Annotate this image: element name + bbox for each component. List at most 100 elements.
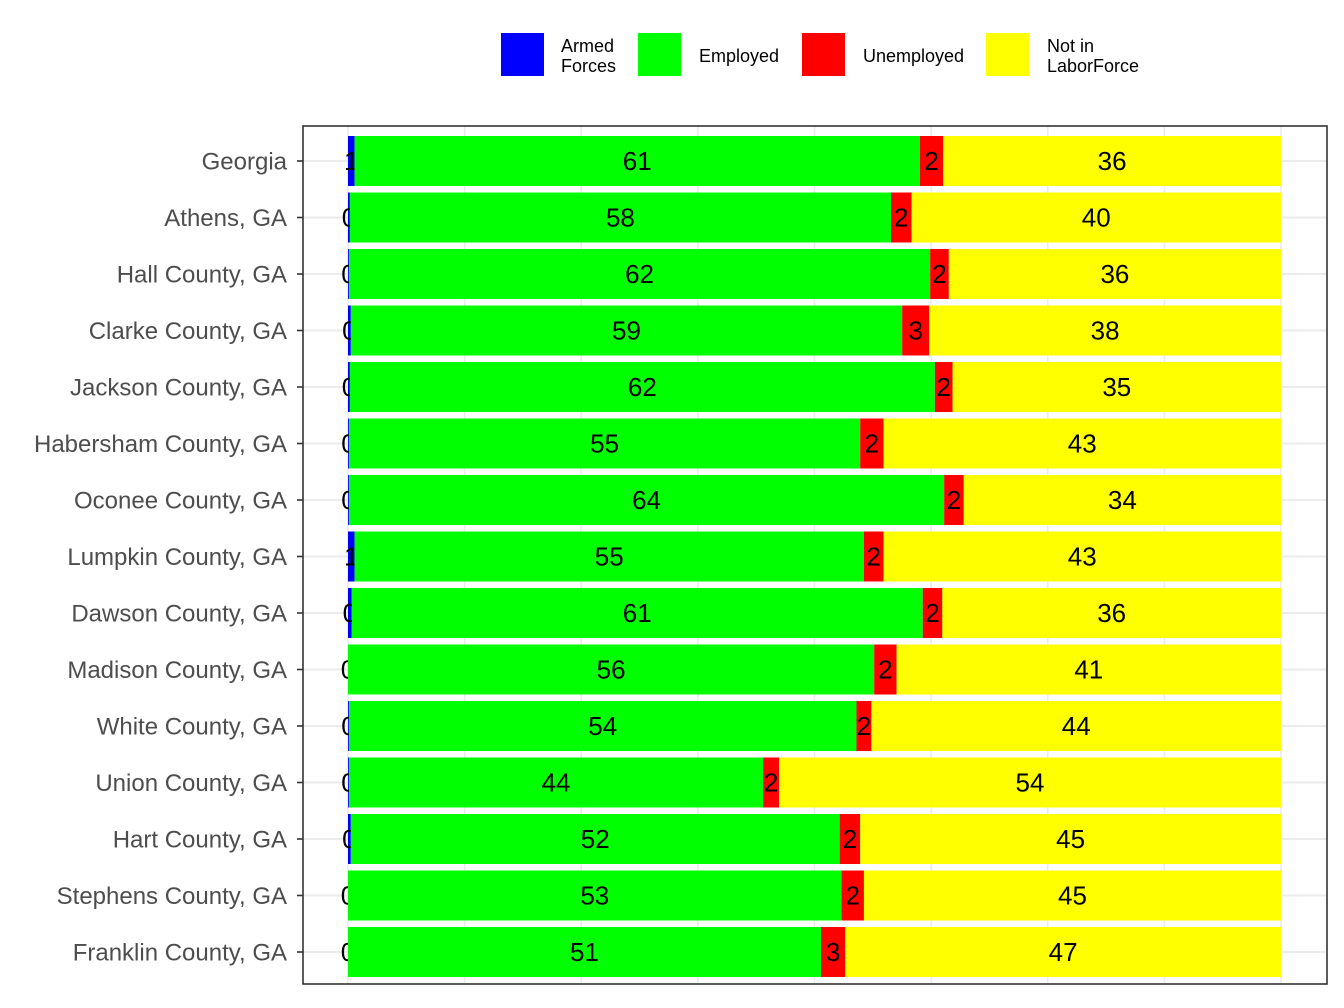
bar-row-dawson-county-ga: 0 61 2 36 bbox=[343, 588, 1281, 638]
legend-key-not-in-laborforce bbox=[986, 33, 1029, 76]
legend-label: Not in LaborForce bbox=[1047, 36, 1139, 76]
data-label-employed: 55 bbox=[590, 429, 619, 459]
bar-segment-unemployed bbox=[821, 927, 846, 977]
data-label-employed: 55 bbox=[595, 542, 624, 572]
bars: 1 61 2 360 58 2 400 62 2 360 59 3 380 62 2 350 55 2 430 64 2… bbox=[341, 136, 1281, 977]
data-label-not-in-laborforce: 45 bbox=[1058, 881, 1087, 911]
legend-label-line: Armed bbox=[561, 36, 614, 56]
bar-segment-armed-forces bbox=[348, 136, 355, 186]
y-tick-label: Hart County, GA bbox=[113, 827, 287, 854]
bar-segment-unemployed bbox=[839, 814, 861, 864]
data-label-employed: 62 bbox=[625, 259, 654, 289]
bar-segment-not-in-laborforce bbox=[860, 814, 1281, 864]
bar-row-habersham-county-ga: 0 55 2 43 bbox=[341, 418, 1281, 469]
legend-key-employed bbox=[638, 33, 681, 76]
bar-row-franklin-county-ga: 051347 bbox=[341, 927, 1281, 977]
legend-label-line: Not in bbox=[1047, 36, 1094, 56]
bar-segment-armed-forces bbox=[348, 531, 355, 582]
bar-segment-unemployed bbox=[930, 249, 949, 299]
legend-item-unemployed: Unemployed bbox=[802, 33, 964, 76]
bar-segment-employed bbox=[348, 927, 822, 977]
bar-segment-employed bbox=[349, 192, 892, 243]
bar-row-jackson-county-ga: 0 62 2 35 bbox=[342, 362, 1281, 412]
bar-segment-employed bbox=[348, 757, 764, 808]
bar-row-athens-ga: 0 58 2 40 bbox=[342, 192, 1281, 243]
y-tick-label: Jackson County, GA bbox=[70, 375, 287, 402]
bar-segment-unemployed bbox=[863, 531, 884, 582]
y-tick-label: White County, GA bbox=[97, 714, 287, 741]
data-label-employed: 54 bbox=[588, 711, 617, 741]
bar-row-white-county-ga: 0 54 2 44 bbox=[341, 701, 1281, 751]
data-label-not-in-laborforce: 45 bbox=[1056, 824, 1085, 854]
y-axis-labels: Georgia Athens, GA Hall County, GA Clarke C… bbox=[34, 149, 303, 967]
data-label-not-in-laborforce: 44 bbox=[1062, 711, 1091, 741]
panel-border bbox=[302, 125, 1328, 985]
data-label-not-in-laborforce: 38 bbox=[1091, 316, 1120, 346]
legend-label-line: Employed bbox=[699, 46, 779, 66]
legend-label-line: Unemployed bbox=[863, 46, 964, 66]
data-label-not-in-laborforce: 43 bbox=[1068, 429, 1097, 459]
data-label-employed: 56 bbox=[597, 655, 626, 685]
data-label-employed: 53 bbox=[580, 881, 609, 911]
bar-segment-unemployed bbox=[856, 701, 872, 751]
data-label-not-in-laborforce: 36 bbox=[1098, 146, 1127, 176]
bar-segment-not-in-laborforce bbox=[948, 249, 1281, 299]
data-label-not-in-laborforce: 47 bbox=[1049, 937, 1078, 967]
data-label-unemployed: 2 bbox=[764, 768, 778, 798]
data-label-unemployed: 2 bbox=[878, 655, 892, 685]
data-label-not-in-laborforce: 36 bbox=[1100, 259, 1129, 289]
y-tick-label: Georgia bbox=[202, 149, 288, 176]
plot-area: 1 61 2 360 58 2 400 62 2 360 59 3 380 62 2 350 55 2 430 64 2… bbox=[302, 125, 1328, 985]
legend-item-armed-forces: Armed Forces bbox=[501, 33, 616, 76]
bar-segment-not-in-laborforce bbox=[911, 192, 1281, 243]
legend-item-not-in-laborforce: Not in LaborForce bbox=[986, 33, 1139, 76]
data-label-not-in-laborforce: 34 bbox=[1108, 485, 1137, 515]
data-label-employed: 61 bbox=[623, 146, 652, 176]
bar-row-clarke-county-ga: 0 59 3 38 bbox=[342, 305, 1281, 356]
legend-label: Armed Forces bbox=[561, 36, 616, 76]
data-label-unemployed: 3 bbox=[826, 937, 840, 967]
bar-segment-armed-forces bbox=[348, 814, 351, 864]
legend-item-employed: Employed bbox=[638, 33, 779, 76]
bar-segment-employed bbox=[354, 136, 920, 186]
data-label-unemployed: 2 bbox=[936, 372, 950, 402]
data-label-unemployed: 2 bbox=[846, 881, 860, 911]
data-label-not-in-laborforce: 43 bbox=[1068, 542, 1097, 572]
bar-segment-unemployed bbox=[922, 588, 943, 638]
bar-segment-employed bbox=[348, 249, 931, 299]
data-label-unemployed: 2 bbox=[924, 146, 938, 176]
y-tick-label: Clarke County, GA bbox=[89, 318, 287, 345]
y-tick-label: Habersham County, GA bbox=[34, 431, 287, 458]
data-label-unemployed: 2 bbox=[867, 542, 881, 572]
bar-segment-armed-forces bbox=[348, 305, 351, 356]
data-label-not-in-laborforce: 35 bbox=[1102, 372, 1131, 402]
bar-segment-not-in-laborforce bbox=[952, 362, 1281, 412]
bar-segment-armed-forces bbox=[348, 418, 349, 469]
bar-segment-employed bbox=[354, 531, 864, 582]
bar-row-georgia: 1 61 2 36 bbox=[344, 136, 1281, 186]
bar-segment-employed bbox=[348, 418, 861, 469]
bar-segment-not-in-laborforce bbox=[883, 418, 1281, 469]
bar-segment-employed bbox=[348, 701, 857, 751]
legend: Armed Forces Employed Unemployed Not in Labor… bbox=[501, 33, 1139, 76]
data-label-not-in-laborforce: 54 bbox=[1016, 768, 1045, 798]
bar-segment-unemployed bbox=[891, 192, 912, 243]
bar-segment-armed-forces bbox=[348, 475, 349, 525]
bar-segment-employed bbox=[348, 870, 842, 921]
legend-label-line: Forces bbox=[561, 56, 616, 76]
bar-segment-unemployed bbox=[902, 305, 930, 356]
data-label-employed: 62 bbox=[628, 372, 657, 402]
bar-segment-not-in-laborforce bbox=[779, 757, 1281, 808]
y-tick-label: Athens, GA bbox=[164, 205, 287, 232]
y-tick-label: Dawson County, GA bbox=[71, 601, 287, 628]
legend-key-armed-forces bbox=[501, 33, 544, 76]
data-label-not-in-laborforce: 41 bbox=[1074, 655, 1103, 685]
data-label-employed: 58 bbox=[606, 203, 635, 233]
legend-key-unemployed bbox=[802, 33, 845, 76]
y-tick-label: Oconee County, GA bbox=[74, 488, 287, 515]
data-label-employed: 44 bbox=[542, 768, 571, 798]
bar-segment-unemployed bbox=[934, 362, 953, 412]
bar-row-madison-county-ga: 056241 bbox=[341, 644, 1281, 695]
bar-segment-armed-forces bbox=[348, 588, 352, 638]
